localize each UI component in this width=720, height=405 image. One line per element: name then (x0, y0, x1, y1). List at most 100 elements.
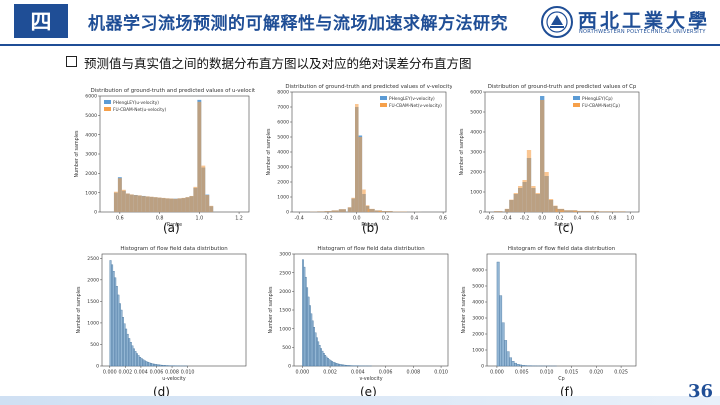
header: 四 机器学习流场预测的可解释性与流场加速求解方法研究 西北工業大學 NORTHW… (0, 0, 720, 44)
section-badge: 四 (14, 4, 68, 38)
bar (162, 365, 165, 367)
bar (540, 100, 545, 212)
bar (322, 353, 325, 367)
bar (347, 207, 352, 212)
bar (347, 365, 350, 367)
y-tick-label: 1000 (85, 190, 97, 196)
legend-entry: PHengLEY(Cp) (582, 96, 613, 102)
legend-swatch (104, 100, 111, 104)
y-tick-label: 3000 (277, 165, 289, 171)
legend-swatch (573, 103, 580, 107)
y-tick-label: 8000 (277, 90, 289, 96)
x-tick-label: 0.006 (379, 370, 393, 376)
bar (320, 348, 322, 367)
bar (304, 276, 307, 367)
bar (114, 277, 117, 367)
bar (509, 357, 513, 367)
bar (332, 361, 335, 367)
bar (122, 317, 124, 367)
bar (328, 359, 331, 367)
bar (154, 364, 157, 367)
x-tick-label: 1.0 (196, 216, 204, 222)
bullet-square-icon (66, 56, 77, 67)
y-axis-label: Number of samples (74, 130, 80, 177)
bar (496, 261, 500, 367)
bar (511, 361, 515, 367)
bar (157, 197, 162, 212)
bar (317, 211, 325, 212)
chart-v-velocity-distribution: Distribution of ground-truth and predict… (266, 84, 452, 228)
university-logo: 西北工業大學 NORTHWESTERN POLYTECHNICAL UNIVER… (540, 5, 715, 39)
bar (362, 189, 366, 212)
x-tick-label: 0.0 (353, 216, 361, 222)
x-tick-label: 0.010 (540, 370, 554, 376)
bar (165, 365, 168, 367)
bar (173, 198, 178, 212)
legend-swatch (104, 107, 111, 111)
x-tick-label: 0.6 (591, 216, 599, 222)
y-tick-label: 2000 (472, 332, 484, 338)
y-tick-label: 5000 (472, 284, 484, 290)
chart-title: Histogram of flow field data distributio… (120, 246, 227, 252)
x-tick-label: 0.0 (538, 216, 546, 222)
y-tick-label: 500 (90, 342, 99, 348)
bar (309, 305, 311, 367)
bar (339, 364, 342, 367)
x-tick-label: 0.008 (406, 370, 420, 376)
logo-text: 西北工業大學 (578, 10, 711, 32)
x-tick-label: 0.008 (165, 370, 179, 376)
caption-b: (b) (362, 221, 379, 235)
y-tick-label: 0 (481, 364, 484, 370)
bar (129, 194, 134, 212)
y-tick-label: 4000 (277, 150, 289, 156)
bar (343, 364, 346, 367)
caption-d: (d) (153, 385, 170, 399)
bar (120, 309, 123, 367)
x-tick-label: 0.020 (589, 370, 603, 376)
bar (134, 351, 137, 367)
x-tick-label: 0.002 (323, 370, 337, 376)
y-tick-label: 1500 (279, 308, 291, 314)
y-tick-label: 6000 (277, 120, 289, 126)
x-tick-label: 0.2 (556, 216, 564, 222)
y-tick-label: 2000 (87, 277, 99, 283)
bar (345, 365, 347, 367)
x-tick-label: 0.004 (134, 370, 148, 376)
bar (306, 287, 309, 367)
bar (331, 361, 334, 367)
bar (324, 211, 332, 212)
legend-swatch (380, 103, 387, 107)
y-tick-label: 0 (479, 210, 482, 216)
bar (156, 364, 159, 367)
bar (535, 193, 540, 212)
bar (118, 303, 121, 367)
y-tick-label: 4000 (472, 300, 484, 306)
bar (115, 286, 118, 367)
x-tick-label: 0.6 (439, 216, 447, 222)
bar (321, 350, 324, 367)
bar (117, 178, 122, 212)
y-tick-label: 0 (288, 364, 291, 370)
plot-frame (291, 91, 447, 213)
bar (123, 323, 126, 367)
legend-entry: PHengLEY(v-velocity) (389, 96, 435, 102)
bar (374, 210, 382, 212)
x-tick-label: 0.4 (574, 216, 582, 222)
legend-entry: FU-CBAM-Net(Cp) (582, 103, 620, 109)
x-tick-label: 0.004 (351, 370, 365, 376)
y-tick-label: 0 (94, 210, 97, 216)
bar (153, 363, 156, 367)
y-tick-label: 3000 (85, 152, 97, 158)
bar (501, 322, 505, 367)
bar (109, 260, 112, 367)
x-tick-label: 0.005 (515, 370, 529, 376)
plot-frame (484, 91, 640, 213)
x-tick-label: 0.000 (490, 370, 504, 376)
bar (325, 356, 328, 367)
x-tick-label: 0.002 (118, 370, 132, 376)
bar (346, 365, 349, 367)
bar (153, 197, 158, 212)
y-tick-label: 1000 (472, 348, 484, 354)
bar (141, 196, 146, 212)
chart-u-velocity-distribution: Distribution of ground-truth and predict… (74, 88, 255, 228)
